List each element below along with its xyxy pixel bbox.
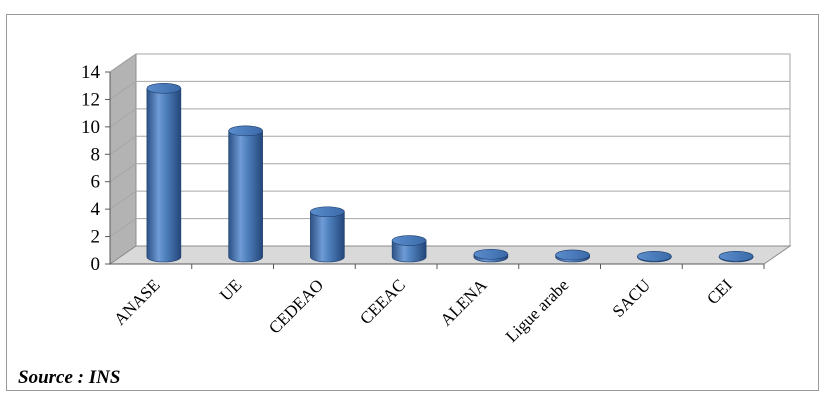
bar: [637, 251, 672, 263]
bar-body: [146, 88, 182, 263]
bar: [310, 206, 345, 263]
x-tick-label: Ligue arabe: [502, 275, 573, 346]
bar: [555, 249, 590, 263]
x-tick-label: CEEAC: [356, 275, 409, 328]
source-note: Source : INS: [18, 367, 121, 388]
bars: [146, 83, 754, 263]
gridline: [109, 163, 790, 183]
x-tick-label: SACU: [609, 275, 655, 321]
x-tick-label: UE: [216, 275, 245, 304]
bar: [473, 248, 509, 263]
gridline: [109, 218, 790, 237]
bar: [146, 83, 182, 263]
bar: [718, 251, 754, 263]
bar: [391, 235, 427, 263]
y-tick-label: 4: [91, 199, 101, 220]
bar-top: [718, 251, 754, 262]
gridline: [109, 53, 790, 73]
bar-body: [391, 240, 427, 263]
gridline: [109, 80, 790, 100]
gridline: [109, 135, 790, 155]
side-wall: [109, 53, 137, 265]
gridline: [109, 108, 790, 128]
y-tick-label: 8: [91, 144, 101, 165]
bar-top: [310, 206, 345, 218]
bar-top: [228, 125, 263, 137]
plot-walls: [108, 53, 792, 265]
bar-body: [228, 130, 263, 263]
y-tick-label: 10: [81, 117, 100, 138]
y-tick-label: 0: [91, 254, 101, 275]
y-tick-label: 14: [81, 62, 101, 83]
x-tick-label: ANASE: [110, 275, 164, 329]
x-tick-label: CEI: [703, 275, 736, 308]
bar-top: [637, 251, 672, 262]
x-axis-labels: ANASE UE CEDEAO CEEAC ALENA Ligue arabe SACU CE…: [110, 264, 765, 346]
gridlines: [109, 53, 790, 237]
x-tick-label: CEDEAO: [265, 275, 327, 337]
bar-top: [555, 249, 590, 261]
bar-top: [391, 235, 427, 246]
y-tick-label: 6: [91, 172, 101, 193]
bar-body: [310, 211, 345, 263]
bar-top: [146, 83, 182, 94]
x-tick-label: ALENA: [437, 275, 492, 330]
gridline: [109, 190, 790, 210]
bar-top: [473, 248, 509, 260]
bar: [228, 125, 263, 263]
y-tick-label: 12: [81, 89, 100, 110]
y-tick-label: 2: [91, 227, 101, 248]
floor: [108, 245, 792, 265]
